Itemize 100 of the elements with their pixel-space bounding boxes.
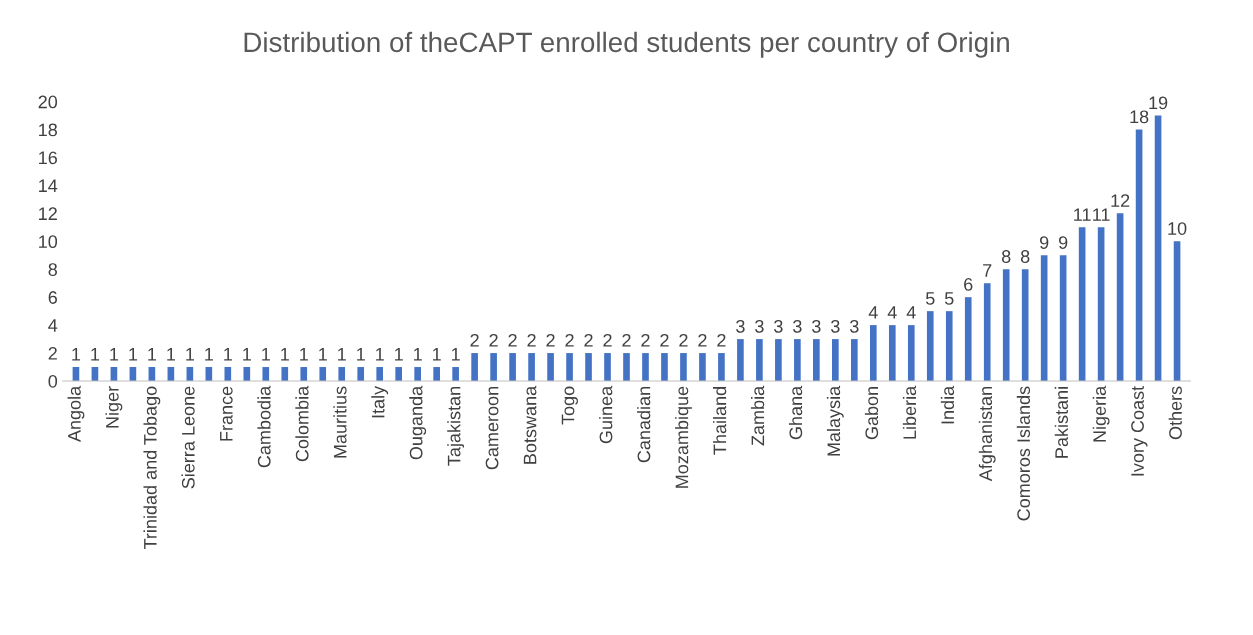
data-label: 2 xyxy=(508,333,517,347)
bar xyxy=(262,367,270,381)
bar xyxy=(851,339,858,381)
bar xyxy=(794,339,801,381)
bar xyxy=(1097,227,1105,381)
data-label: 3 xyxy=(849,319,859,333)
data-label: 1 xyxy=(262,348,270,361)
x-tick-label: Mozambique xyxy=(675,386,692,488)
x-tick-label: Colombia xyxy=(295,385,309,462)
y-tick-label: 20 xyxy=(38,95,58,109)
x-tick-label: Trinidad and Tobago xyxy=(143,386,161,550)
y-tick-label: 16 xyxy=(39,151,57,165)
data-label: 3 xyxy=(736,319,745,333)
bar xyxy=(376,367,384,381)
y-tick-label: 10 xyxy=(39,235,58,249)
data-label: 19 xyxy=(1149,96,1168,110)
bar xyxy=(926,311,934,381)
data-label: 1 xyxy=(300,348,308,361)
x-tick-label: Liberia xyxy=(902,385,917,439)
x-tick-label: Angola xyxy=(67,385,85,443)
data-label: 6 xyxy=(964,278,973,291)
data-label: 11 xyxy=(1074,208,1091,221)
bar xyxy=(888,325,896,381)
data-label: 11 xyxy=(1093,208,1110,221)
y-tick-label: 6 xyxy=(48,291,57,304)
bar xyxy=(509,353,516,381)
bar xyxy=(699,353,706,381)
x-tick-label: Nigeria xyxy=(1092,385,1110,442)
y-tick-label: 14 xyxy=(39,179,58,192)
x-tick-label: Cameroon xyxy=(485,387,499,470)
data-label: 3 xyxy=(831,319,840,333)
bar xyxy=(395,367,402,381)
x-tick-label: Zambia xyxy=(750,385,765,446)
y-tick-label: 4 xyxy=(48,319,58,332)
bar xyxy=(414,367,421,381)
bar xyxy=(661,353,668,381)
bar xyxy=(983,283,991,381)
data-label: 2 xyxy=(641,333,650,347)
data-label: 2 xyxy=(489,333,498,347)
x-tick-label: India xyxy=(940,385,955,424)
bar xyxy=(642,353,649,381)
bar xyxy=(775,339,782,381)
data-label: 1 xyxy=(451,348,460,361)
bar xyxy=(1116,213,1124,381)
bar xyxy=(1021,269,1029,381)
bar xyxy=(1078,227,1086,381)
data-label: 1 xyxy=(110,348,119,361)
bar xyxy=(433,367,440,381)
data-label: 7 xyxy=(983,264,992,277)
bar xyxy=(1002,269,1010,381)
data-label: 2 xyxy=(546,333,555,347)
data-label: 10 xyxy=(1168,222,1187,235)
data-label: 3 xyxy=(793,319,802,333)
data-label: 2 xyxy=(527,333,536,347)
data-label: 4 xyxy=(906,306,916,319)
bar xyxy=(1173,241,1181,381)
data-label: 1 xyxy=(129,348,138,361)
x-tick-label: Malaysia xyxy=(826,385,844,456)
bar xyxy=(452,367,459,381)
x-tick-label: Mauritius xyxy=(333,386,347,458)
data-label: 2 xyxy=(660,333,669,347)
x-tick-label: Gabon xyxy=(864,387,879,440)
data-label: 8 xyxy=(1001,250,1011,263)
data-label: 1 xyxy=(395,348,403,361)
x-tick-label: Afghanistan xyxy=(978,387,996,482)
data-label: 18 xyxy=(1130,110,1149,124)
x-tick-label: Others xyxy=(1168,386,1182,440)
bar xyxy=(737,339,744,381)
bar xyxy=(319,367,327,381)
x-tick-label: Italy xyxy=(371,385,389,418)
data-label: 2 xyxy=(470,333,479,347)
bar xyxy=(623,353,630,381)
data-label: 3 xyxy=(755,319,764,333)
x-tick-label: Ivory Coast xyxy=(1131,385,1148,476)
x-tick-label: France xyxy=(220,386,233,441)
bar xyxy=(680,353,687,381)
data-label: 2 xyxy=(717,333,726,347)
bar xyxy=(585,353,592,381)
data-label: 4 xyxy=(887,306,897,319)
data-label: 1 xyxy=(224,348,232,361)
bar xyxy=(243,367,251,381)
x-tick-label: Comoros Islands xyxy=(1016,386,1031,521)
bar xyxy=(566,353,573,381)
data-label: 5 xyxy=(944,292,954,305)
data-label: 1 xyxy=(357,348,365,361)
bar xyxy=(1154,115,1162,381)
data-label: 2 xyxy=(603,333,612,347)
data-label: 1 xyxy=(433,348,441,361)
bar xyxy=(357,367,365,381)
bar xyxy=(490,353,497,381)
data-label: 2 xyxy=(622,333,631,347)
data-label: 2 xyxy=(565,333,574,347)
x-tick-label: Cambodia xyxy=(257,385,271,468)
bar xyxy=(604,353,611,381)
data-label: 1 xyxy=(167,348,175,361)
data-label: 2 xyxy=(698,333,707,347)
data-label: 5 xyxy=(925,292,935,305)
x-tick-label: Pakistani xyxy=(1054,387,1068,458)
y-tick-label: 8 xyxy=(48,263,57,276)
bar xyxy=(528,353,535,381)
